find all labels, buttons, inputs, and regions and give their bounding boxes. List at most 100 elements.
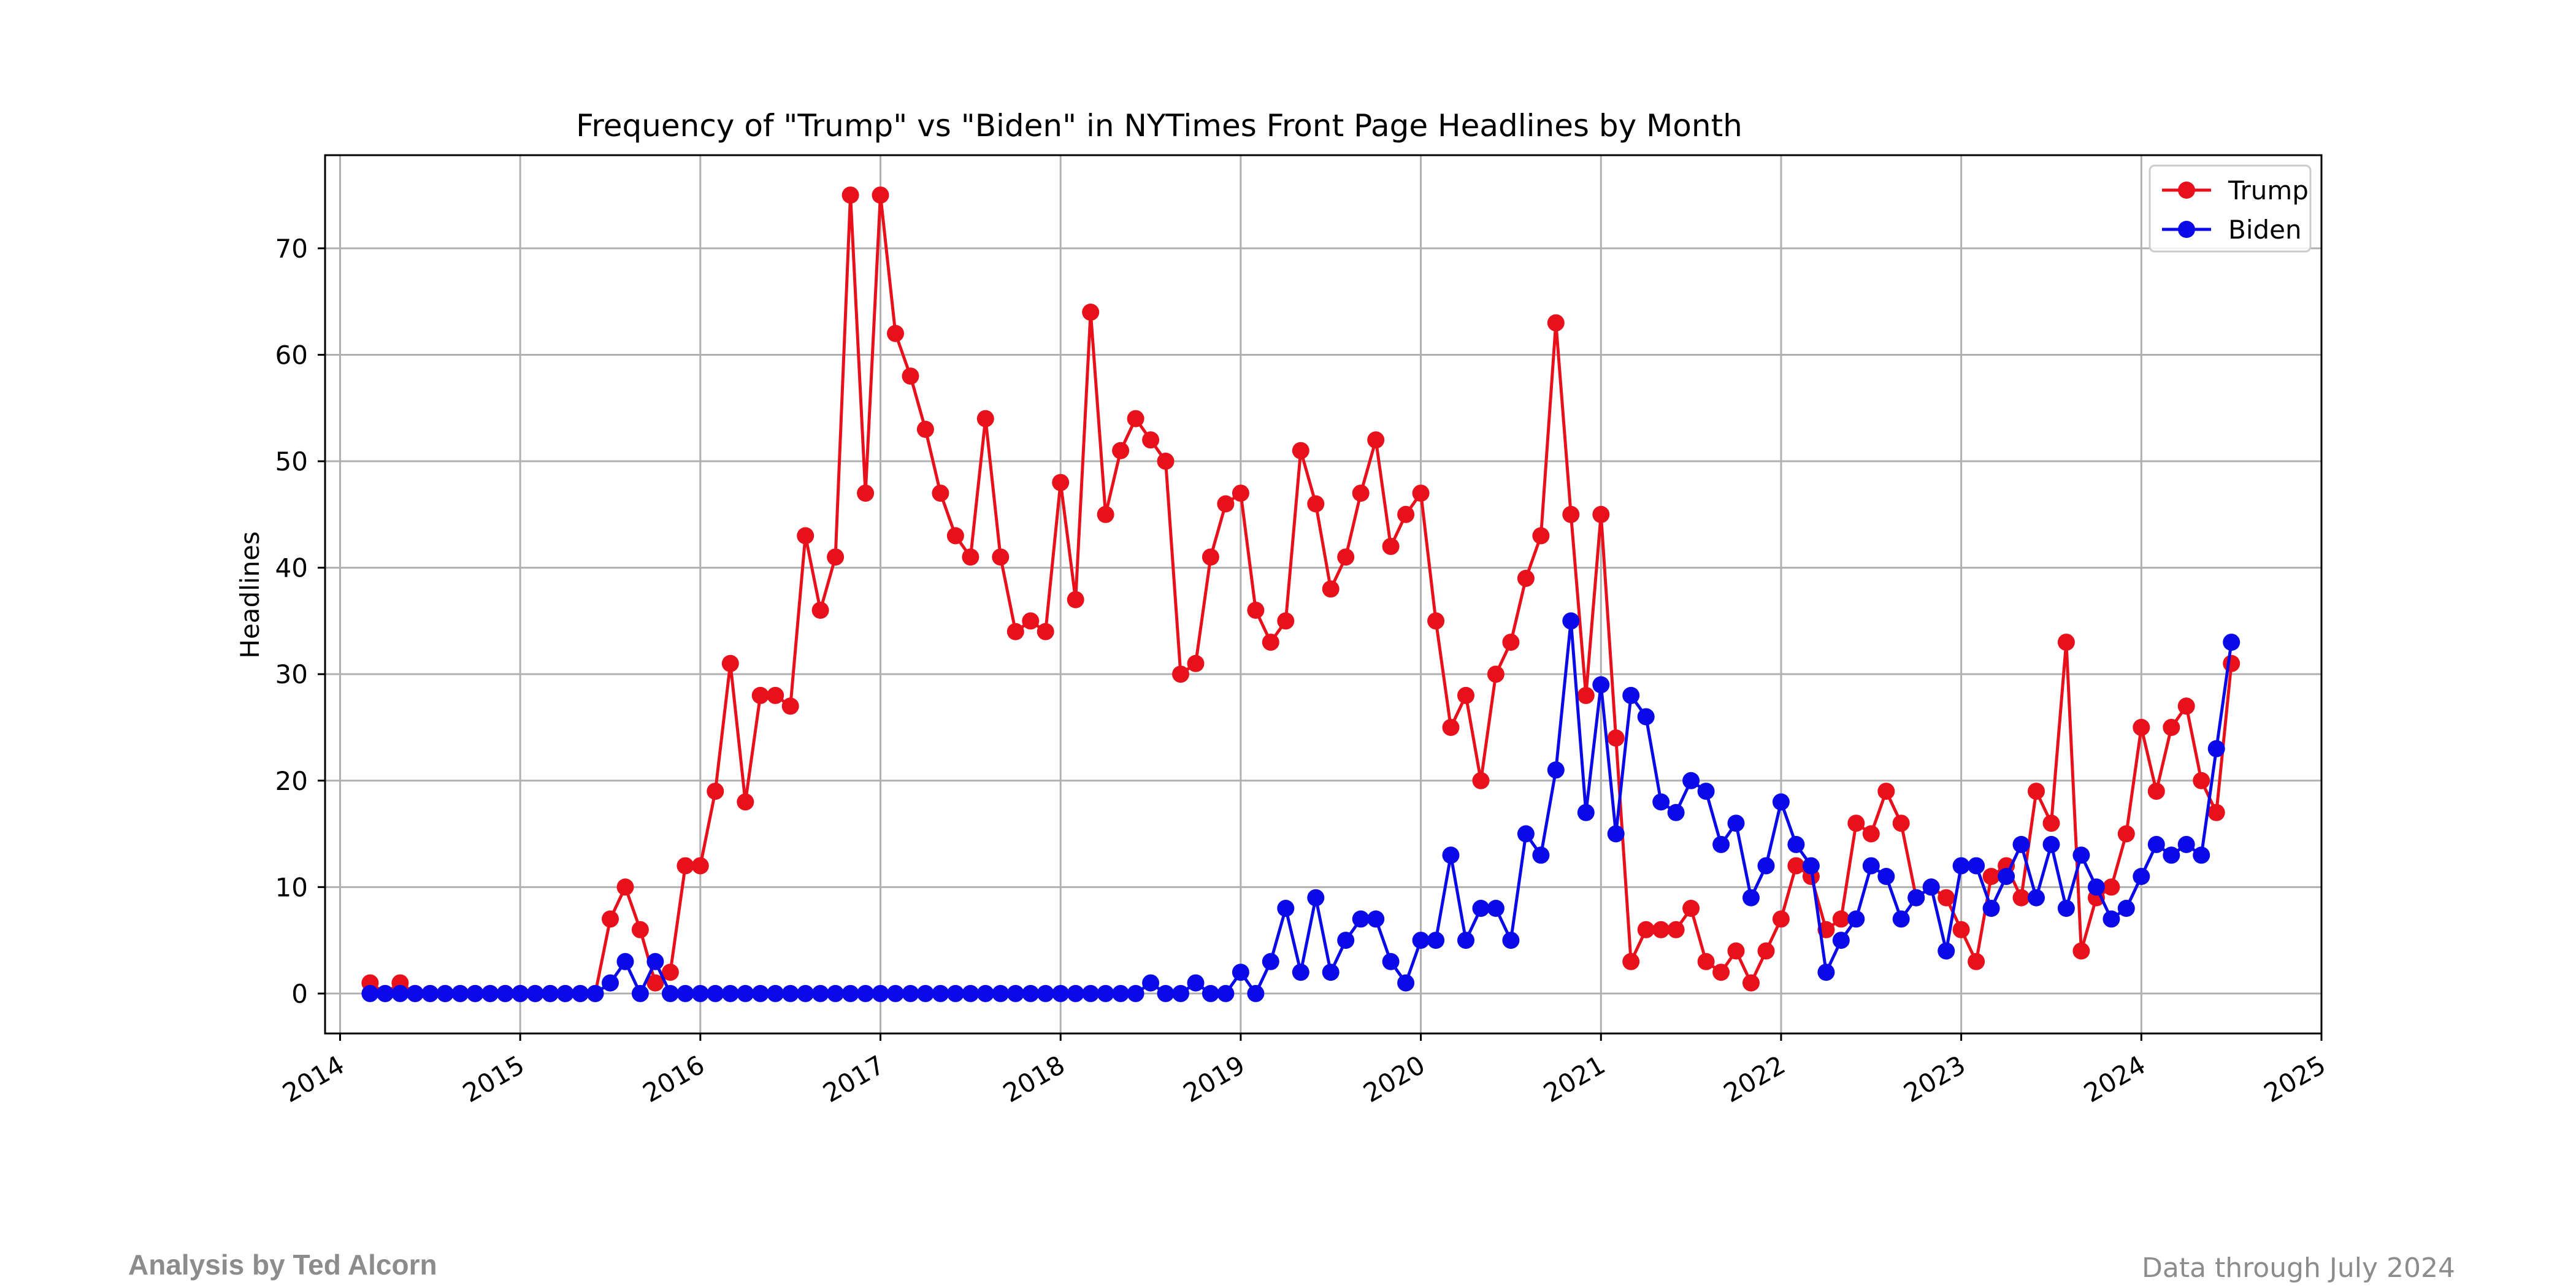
data-point-trump [602,910,619,928]
data-point-biden [436,984,454,1002]
data-point-biden [1998,868,2015,885]
data-point-trump [1637,921,1655,938]
data-point-biden [2133,868,2150,885]
data-point-biden [1532,846,1550,864]
legend-label-trump: Trump [2228,175,2309,205]
data-point-trump [962,548,979,566]
data-point-trump [1547,314,1565,332]
data-point-trump [1592,505,1610,523]
data-point-biden [421,984,439,1002]
data-point-trump [1052,473,1070,491]
data-point-biden [1067,984,1084,1002]
data-point-biden [361,984,379,1002]
data-point-trump [1067,591,1084,608]
data-point-biden [1938,942,1955,960]
data-point-biden [586,984,604,1002]
data-point-trump [1427,612,1445,630]
data-point-biden [2177,835,2195,853]
data-point-trump [1562,505,1580,523]
x-tick-label: 2018 [998,1049,1070,1108]
data-point-biden [661,984,679,1002]
data-point-trump [721,654,739,672]
data-point-trump [976,410,994,427]
y-tick-label: 60 [275,340,308,370]
data-point-trump [932,485,949,502]
data-point-biden [1472,900,1490,917]
legend-marker-biden [2178,221,2195,238]
x-tick-label: 2023 [1899,1049,1971,1108]
data-point-trump [1442,719,1460,736]
data-point-trump [1772,910,1790,928]
data-point-trump [857,485,875,502]
data-point-trump [1097,505,1114,523]
data-point-trump [677,857,694,875]
data-point-biden [1457,932,1474,949]
data-point-trump [1322,580,1340,598]
data-note: Data through July 2024 [2141,1252,2455,1284]
data-point-biden [1022,984,1040,1002]
y-axis-label: Headlines [235,531,265,659]
data-point-biden [767,984,784,1002]
legend-marker-trump [2178,182,2195,199]
data-point-trump [2072,942,2090,960]
data-point-trump [1082,304,1100,321]
data-point-trump [1487,665,1505,683]
data-point-biden [1892,910,1910,928]
data-point-biden [811,984,829,1002]
plot-frame [324,154,2323,1035]
data-point-trump [781,697,799,715]
data-point-biden [1622,686,1640,704]
data-point-biden [2042,835,2060,853]
data-point-trump [811,602,829,619]
data-point-trump [1352,485,1370,502]
data-point-trump [1682,900,1700,917]
y-tick-label: 40 [275,553,308,583]
data-point-trump [841,186,859,204]
data-point-biden [781,984,799,1002]
data-point-biden [2193,846,2210,864]
data-point-biden [1202,984,1219,1002]
data-point-trump [1247,602,1265,619]
data-point-biden [1517,825,1535,843]
data-point-biden [1052,984,1070,1002]
data-point-biden [556,984,574,1002]
data-point-trump [1457,686,1474,704]
data-point-biden [376,984,394,1002]
data-point-trump [1697,953,1715,970]
data-point-biden [932,984,949,1002]
data-point-biden [1307,889,1325,907]
data-point-trump [1262,634,1279,651]
data-point-biden [1772,793,1790,811]
data-point-biden [1907,889,1925,907]
data-point-trump [1832,910,1850,928]
data-point-trump [1667,921,1685,938]
data-point-trump [2057,634,2075,651]
data-point-trump [1142,431,1160,449]
data-point-trump [1892,815,1910,832]
data-point-trump [1577,686,1595,704]
data-point-biden [1757,857,1775,875]
data-point-biden [1652,793,1670,811]
data-point-trump [827,548,845,566]
data-point-biden [1952,857,1970,875]
data-point-biden [1547,761,1565,779]
data-point-trump [1412,485,1430,502]
data-point-biden [1862,857,1880,875]
data-point-biden [1802,857,1820,875]
data-point-trump [1112,442,1130,459]
data-point-trump [1622,953,1640,970]
data-point-trump [2117,825,2135,843]
data-point-biden [1787,835,1805,853]
data-point-trump [797,527,815,545]
data-point-biden [857,984,875,1002]
data-point-trump [2012,889,2030,907]
data-point-biden [1847,910,1865,928]
x-tick-label: 2014 [277,1049,349,1108]
x-tick-label: 2022 [1719,1049,1790,1108]
data-point-biden [1832,932,1850,949]
data-point-biden [1082,984,1100,1002]
y-tick-label: 70 [275,234,308,264]
data-point-biden [1397,974,1415,992]
data-point-trump [1862,825,1880,843]
